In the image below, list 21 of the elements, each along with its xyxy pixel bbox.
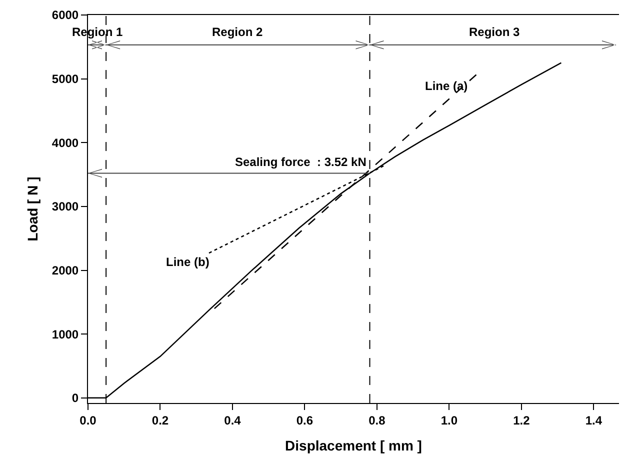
y-tick-label: 1000	[52, 327, 79, 342]
y-tick-label: 2000	[52, 263, 79, 278]
x-tick-label: 1.2	[513, 413, 530, 428]
x-tick-label: 0.0	[80, 413, 97, 428]
x-tick-label: 0.2	[152, 413, 169, 428]
y-tick-label: 3000	[52, 200, 79, 214]
x-tick-label: 1.0	[440, 413, 458, 428]
y-tick-label: 6000	[52, 8, 79, 22]
y-tick-label: 5000	[52, 72, 79, 86]
x-tick-label: 0.6	[296, 413, 314, 428]
y-tick-label: 0	[72, 391, 79, 406]
y-tick-label: 4000	[52, 136, 79, 150]
series-label: Line (b)	[166, 255, 210, 269]
annotation: Sealing force : 3.52 kN	[235, 155, 366, 169]
x-tick-label: 1.4	[585, 413, 602, 428]
annotation: Region 3	[469, 25, 520, 39]
annotation: Region 2	[212, 25, 263, 39]
x-axis-title: Displacement [ mm ]	[285, 438, 422, 454]
x-tick-label: 0.4	[224, 413, 242, 428]
x-tick-label: 0.8	[368, 413, 386, 428]
y-axis-title: Load [ N ]	[24, 176, 40, 242]
